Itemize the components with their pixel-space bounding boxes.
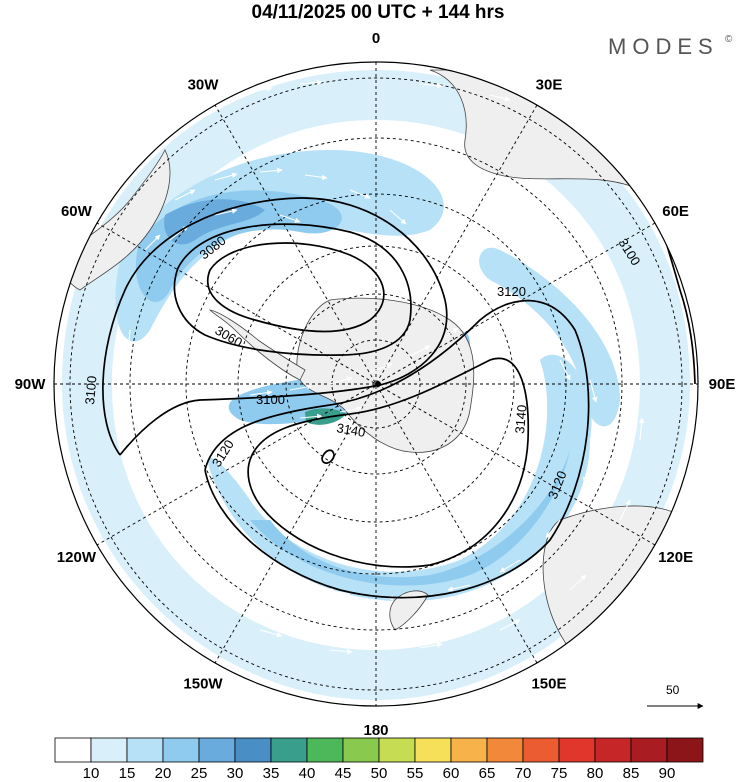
- colorbar-tick-70: 70: [515, 765, 532, 782]
- contour-3140: [247, 357, 530, 568]
- map-disk: 3060 3080 3100 3100 3100 3120 3120 3120 …: [54, 62, 698, 706]
- colorbar-tick-75: 75: [551, 765, 568, 782]
- colorbar-cell: [594, 737, 632, 763]
- meridian-label-120w: 120W: [57, 549, 97, 566]
- colorbar-tick-55: 55: [407, 765, 424, 782]
- colorbar-tick-65: 65: [479, 765, 496, 782]
- colorbar-cell: [450, 737, 488, 763]
- colorbar-cell: [342, 737, 380, 763]
- colorbar-cell: [126, 737, 164, 763]
- meridian-label-150e: 150E: [531, 676, 566, 693]
- meridian-label-60e: 60E: [662, 203, 689, 220]
- colorbar-tick-15: 15: [119, 765, 136, 782]
- jet-band-north: [115, 150, 444, 342]
- map-border: [53, 61, 699, 707]
- colorbar-cell: [378, 737, 416, 763]
- colorbar: 10 15 20 25 30 35 40 45 50 55 60 65 70 75 80 85 90: [54, 737, 704, 782]
- colorbar-cell: [270, 737, 308, 763]
- contour-3100-north: [102, 197, 448, 456]
- colorbar-tick-90: 90: [659, 765, 676, 782]
- colorbar-tick-85: 85: [623, 765, 640, 782]
- colorbar-cell: [666, 737, 704, 763]
- colorbar-tick-50: 50: [371, 765, 388, 782]
- colorbar-cell: [198, 737, 236, 763]
- colorbar-cell: [522, 737, 560, 763]
- colorbar-cell: [162, 737, 200, 763]
- colorbar-tick-45: 45: [335, 765, 352, 782]
- contour-label-3100-west: 3100: [82, 375, 99, 405]
- jet-core-max-green: [305, 408, 346, 425]
- meridian-label-60w: 60W: [61, 203, 93, 220]
- contour-3080: [173, 223, 412, 356]
- meridian-label-90e: 90E: [709, 376, 736, 393]
- colorbar-cell: [558, 737, 596, 763]
- contour-3060: [207, 242, 385, 333]
- colorbar-tick-25: 25: [191, 765, 208, 782]
- colorbar-cell: [234, 737, 272, 763]
- meridian-label-90w: 90W: [15, 376, 47, 393]
- jet-core-south: [250, 450, 570, 586]
- contour-3120: [204, 299, 590, 599]
- colorbar-cell: [54, 737, 92, 763]
- contour-label-3100-center: 3100: [256, 392, 285, 407]
- colorbar-cell: [630, 737, 668, 763]
- colorbar-cell: [90, 737, 128, 763]
- meridian-label-180: 180: [363, 722, 388, 739]
- meridian-label-0: 0: [372, 30, 380, 47]
- colorbar-tick-10: 10: [83, 765, 100, 782]
- wind-vectors: [119, 79, 645, 655]
- meridian-label-30e: 30E: [536, 76, 563, 93]
- land-south-america: [59, 149, 171, 291]
- meridian-label-30w: 30W: [188, 76, 220, 93]
- meridian-label-120e: 120E: [658, 549, 693, 566]
- meridian-labels: 0 30E 60E 90E 120E 150E 180 150W 120W 90W 60W 30W: [15, 30, 736, 739]
- south-pole-marker: [375, 381, 381, 387]
- colorbar-tick-30: 30: [227, 765, 244, 782]
- chart-title: 04/11/2025 00 UTC + 144 hrs: [252, 2, 505, 23]
- meridian-label-150w: 150W: [183, 676, 223, 693]
- brand-logo: MODES: [608, 34, 719, 59]
- land-new-zealand: [389, 590, 429, 631]
- jet-band-east: [479, 247, 620, 427]
- contour-label-3140-east: 3140: [512, 404, 529, 434]
- colorbar-tick-20: 20: [155, 765, 172, 782]
- colorbar-tick-35: 35: [263, 765, 280, 782]
- land-australia: [542, 505, 698, 685]
- brand-copyright: ©: [725, 34, 733, 45]
- jet-core-west-max: [164, 199, 265, 245]
- colorbar-tick-40: 40: [299, 765, 316, 782]
- colorbar-cell: [414, 737, 452, 763]
- contour-label-3140-center: 3140: [335, 420, 366, 440]
- contour-label-3120-east: 3120: [497, 284, 526, 299]
- colorbar-cell: [486, 737, 524, 763]
- contour-3140-inner: [321, 449, 335, 464]
- colorbar-tick-60: 60: [443, 765, 460, 782]
- colorbar-tick-80: 80: [587, 765, 604, 782]
- colorbar-cell: [306, 737, 344, 763]
- jet-band-south: [208, 354, 592, 602]
- wind-reference-label: 50: [666, 683, 680, 697]
